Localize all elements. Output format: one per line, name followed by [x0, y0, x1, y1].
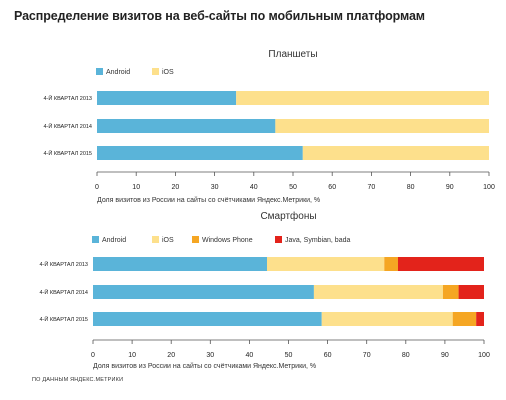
c0-x-tick-label-20: 20 [172, 184, 180, 191]
source-note: ПО ДАННЫМ ЯНДЕКС.МЕТРИКИ [32, 377, 124, 383]
c1-legend-label-windows-phone: Windows Phone [202, 237, 253, 244]
c1-legend-swatch-java-symbian-bada [275, 236, 282, 243]
c0-bar-ios-1 [236, 91, 489, 105]
c0-category-label-2: 4-Й КВАРТАЛ 2014 [44, 122, 93, 130]
c1-legend-label-android: Android [102, 237, 126, 244]
c1-bar-ios-1 [266, 257, 385, 271]
c0-x-tick-label-100: 100 [483, 184, 495, 191]
c1-bar-java-symbian-bada-3 [476, 312, 484, 326]
c0-x-tick-label-80: 80 [407, 184, 415, 191]
c0-category-label-3: 4-Й КВАРТАЛ 2015 [44, 149, 93, 157]
c0-x-tick-label-0: 0 [95, 184, 99, 191]
c0-x-tick-label-30: 30 [211, 184, 219, 191]
c0-title: Планшеты [268, 49, 317, 60]
c0-x-tick-label-40: 40 [250, 184, 258, 191]
c1-bar-android-3 [93, 312, 322, 326]
c1-x-tick-label-30: 30 [206, 352, 214, 359]
c1-legend-swatch-windows-phone [192, 236, 199, 243]
c0-bar-android-3 [97, 146, 303, 160]
c1-bar-android-1 [93, 257, 267, 271]
c1-x-tick-label-0: 0 [91, 352, 95, 359]
c1-bar-java-symbian-bada-1 [397, 257, 484, 271]
c0-bar-android-1 [97, 91, 237, 105]
c1-x-tick-label-50: 50 [285, 352, 293, 359]
c1-bar-android-2 [93, 285, 314, 299]
c0-x-tick-label-90: 90 [446, 184, 454, 191]
c1-bar-windows-phone-2 [442, 285, 459, 299]
c0-legend-swatch-android [96, 68, 103, 75]
c1-x-tick-label-90: 90 [441, 352, 449, 359]
c1-legend-swatch-android [92, 236, 99, 243]
c0-legend-label-android: Android [106, 69, 130, 76]
c0-category-label-1: 4-Й КВАРТАЛ 2013 [44, 94, 93, 102]
c1-x-tick-label-20: 20 [167, 352, 175, 359]
c1-legend-swatch-ios [152, 236, 159, 243]
c1-category-label-1: 4-Й КВАРТАЛ 2013 [40, 260, 89, 268]
c0-bar-ios-2 [275, 119, 489, 133]
c1-x-axis-label: Доля визитов из России на сайты со счётч… [93, 362, 316, 370]
c0-x-tick-label-60: 60 [328, 184, 336, 191]
c1-x-tick-label-80: 80 [402, 352, 410, 359]
c0-x-tick-label-50: 50 [289, 184, 297, 191]
c1-category-label-3: 4-Й КВАРТАЛ 2015 [40, 315, 89, 323]
c1-legend-label-ios: iOS [162, 237, 174, 244]
c1-category-label-2: 4-Й КВАРТАЛ 2014 [40, 288, 89, 296]
c1-x-tick-label-100: 100 [478, 352, 490, 359]
c1-bar-java-symbian-bada-2 [458, 285, 484, 299]
c1-x-tick-label-70: 70 [363, 352, 371, 359]
c0-x-tick-label-70: 70 [368, 184, 376, 191]
c0-legend-swatch-ios [152, 68, 159, 75]
c1-bar-ios-2 [313, 285, 443, 299]
c0-x-tick-label-10: 10 [132, 184, 140, 191]
c1-title: Смартфоны [260, 210, 316, 222]
c0-bar-ios-3 [302, 146, 489, 160]
c1-bar-windows-phone-3 [452, 312, 477, 326]
c0-bar-android-2 [97, 119, 276, 133]
c1-x-tick-label-60: 60 [324, 352, 332, 359]
c1-bar-windows-phone-1 [384, 257, 398, 271]
c1-x-tick-label-10: 10 [128, 352, 136, 359]
page-title: Распределение визитов на веб-сайты по мо… [14, 9, 425, 23]
c1-legend-label-java-symbian-bada: Java, Symbian, bada [285, 237, 350, 244]
c0-x-axis-label: Доля визитов из России на сайты со счётч… [97, 196, 320, 204]
c0-legend-label-ios: iOS [162, 69, 174, 76]
c1-bar-ios-3 [321, 312, 453, 326]
c1-x-tick-label-40: 40 [246, 352, 254, 359]
